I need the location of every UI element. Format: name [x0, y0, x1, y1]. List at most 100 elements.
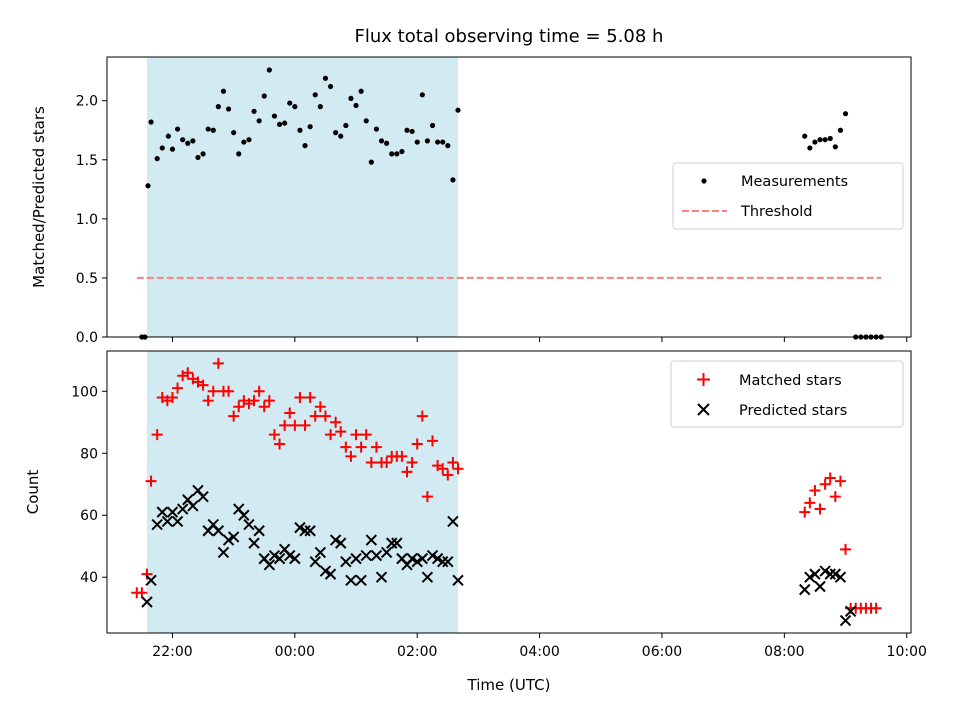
predicted-star-point	[824, 568, 836, 580]
measurement-point	[205, 126, 211, 132]
predicted-star-point	[304, 525, 316, 537]
predicted-star-point	[309, 556, 321, 568]
matched-star-point	[223, 385, 235, 397]
predicted-star-point	[238, 509, 250, 521]
predicted-star-point	[243, 518, 255, 531]
matched-star-point	[870, 602, 882, 614]
bottom-y-tick-label: 100	[71, 384, 98, 400]
measurement-point	[271, 113, 278, 119]
predicted-star-point	[370, 549, 383, 562]
measurement-point	[200, 151, 206, 157]
measurement-point	[174, 126, 181, 132]
measurement-point	[251, 108, 257, 114]
x-tick-label: 08:00	[764, 644, 804, 660]
measurement-point	[343, 122, 349, 129]
measurement-point	[180, 137, 186, 143]
measurement-point	[185, 140, 191, 146]
matched-star-point	[335, 426, 347, 438]
matched-star-point	[314, 401, 326, 413]
measurement-point	[822, 137, 828, 143]
measurement-point	[414, 139, 420, 145]
bottom-shaded-interval	[146, 351, 459, 633]
predicted-star-point	[141, 596, 153, 608]
measurement-point	[445, 143, 451, 149]
predicted-star-point	[799, 583, 811, 596]
top-y-tick-label: 2.0	[76, 94, 98, 110]
top-x-tick-marks	[171, 337, 908, 342]
matched-star-point	[325, 429, 337, 441]
predicted-star-point	[187, 500, 199, 512]
matched-star-point	[304, 391, 316, 403]
predicted-star-point	[299, 525, 311, 537]
legend-matched-label: Matched stars	[739, 373, 842, 389]
measurement-point	[266, 67, 272, 73]
top-panel: 0.00.51.01.52.0 Matched/Predicted stars …	[30, 56, 912, 346]
top-legend: Measurements Threshold	[672, 162, 904, 230]
predicted-star-point	[365, 534, 378, 546]
measurement-point	[832, 144, 838, 150]
x-axis-label: Time (UTC)	[467, 676, 551, 694]
matched-star-point	[141, 568, 153, 580]
measurement-point	[429, 122, 436, 129]
measurement-point	[348, 95, 354, 101]
x-tick-label: 10:00	[887, 644, 927, 660]
matched-star-point	[207, 385, 219, 397]
legend-measurements-label: Measurements	[741, 174, 848, 190]
predicted-star-point	[809, 568, 821, 580]
matched-star-point	[355, 441, 367, 453]
measurement-point	[389, 151, 395, 157]
measurement-point	[817, 137, 823, 143]
predicted-star-point	[161, 515, 174, 528]
predicted-star-point	[834, 571, 847, 583]
matched-star-point	[172, 382, 184, 394]
predicted-star-point	[314, 546, 327, 559]
matched-star-point	[330, 416, 342, 428]
measurement-point	[368, 159, 374, 165]
predicted-star-point	[437, 556, 449, 568]
predicted-star-point	[411, 556, 423, 568]
top-y-axis: 0.0 0.5 1.0 1.5 2.0	[76, 94, 107, 346]
measurement-point	[302, 143, 308, 149]
measurement-point	[812, 139, 818, 145]
predicted-star-point	[442, 556, 454, 568]
matched-star-point	[360, 429, 372, 441]
predicted-star-point	[217, 546, 230, 559]
matched-star-point	[396, 450, 408, 462]
predicted-star-point	[375, 571, 388, 583]
predicted-star-point	[447, 515, 459, 528]
top-y-tick-label: 0.0	[76, 330, 98, 346]
matched-star-point	[268, 429, 280, 441]
predicted-star-point	[814, 580, 826, 593]
measurement-point	[225, 106, 232, 112]
matched-star-point	[258, 401, 270, 413]
legend-predicted-marker	[697, 403, 710, 416]
top-y-tick-label: 1.0	[76, 212, 98, 228]
predicted-star-point	[819, 565, 831, 577]
measurement-point	[373, 126, 380, 132]
predicted-star-point	[324, 568, 337, 580]
measurement-point	[358, 88, 364, 94]
measurement-point	[394, 151, 400, 157]
predicted-star-point	[335, 537, 347, 549]
legend-measurements-marker	[701, 178, 707, 184]
bottom-legend-box	[670, 360, 904, 428]
matched-star-point	[197, 379, 209, 391]
predicted-star-point	[804, 571, 816, 583]
predicted-star-point	[350, 552, 362, 565]
predicted-star-point	[406, 552, 418, 565]
measurement-point	[435, 139, 441, 145]
predicted-star-point	[171, 515, 184, 528]
predicted-star-point	[426, 549, 439, 562]
matched-star-point	[406, 457, 418, 469]
measurement-point	[276, 121, 283, 127]
predicted-star-point	[263, 559, 276, 571]
bottom-y-tick-label: 40	[80, 570, 98, 586]
matched-star-point	[340, 441, 352, 453]
matched-star-point	[452, 463, 464, 475]
matched-star-point	[284, 407, 296, 419]
predicted-star-point	[380, 546, 393, 559]
matched-star-point	[381, 457, 393, 469]
matched-star-point	[319, 410, 331, 422]
predicted-star-point	[212, 525, 225, 537]
measurement-point	[807, 145, 813, 151]
